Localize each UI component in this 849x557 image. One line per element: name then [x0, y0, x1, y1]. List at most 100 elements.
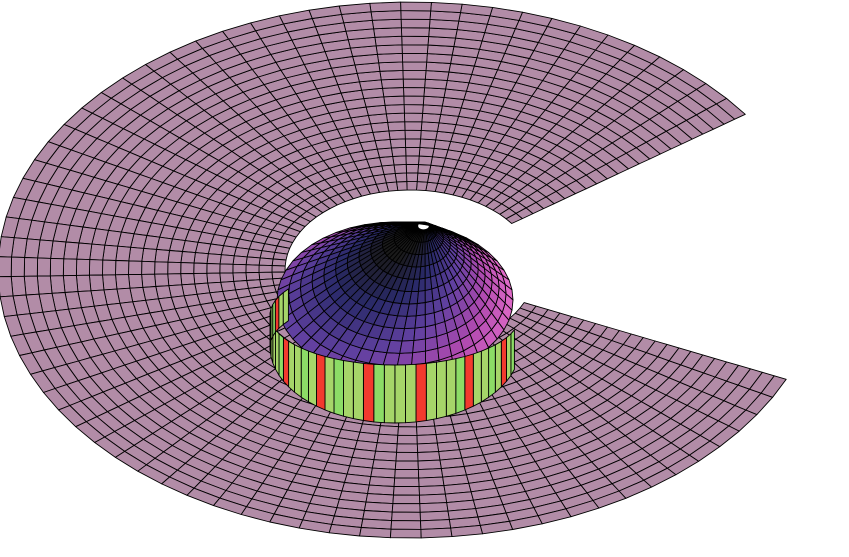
mesh-cell-annulus — [403, 95, 425, 106]
mesh-cell-annulus — [406, 181, 418, 191]
mesh-cell-annulus — [417, 451, 441, 462]
mesh-cell-annulus — [394, 460, 419, 471]
mesh-cell-annulus — [404, 138, 422, 148]
mesh-cell-annulus — [760, 375, 787, 398]
mesh-cell-band — [282, 288, 289, 325]
mesh-cell-annulus — [391, 511, 421, 522]
mesh-cell-band — [494, 340, 502, 393]
mesh-cell-annulus — [180, 251, 196, 264]
mesh-cell-annulus — [23, 257, 39, 277]
mesh-cell-band — [288, 340, 295, 393]
mesh-cell-annulus — [88, 259, 104, 276]
mesh-cell-annulus — [395, 451, 419, 462]
mesh-cell-annulus — [420, 121, 440, 132]
mesh-cell-annulus — [271, 258, 287, 267]
mesh-cell-annulus — [389, 138, 407, 149]
mesh-cell-bowl — [404, 315, 417, 330]
mesh-cell-annulus — [417, 164, 432, 175]
mesh-cell-band — [445, 358, 457, 417]
mesh-cell-annulus — [180, 262, 195, 275]
mesh-cell-annulus — [420, 527, 453, 539]
mesh-cell-bowl — [420, 253, 426, 268]
mesh-cell-band — [415, 362, 427, 423]
mesh-cell-annulus — [375, 442, 398, 453]
mesh-cell-annulus — [88, 274, 105, 292]
mesh-cell-annulus — [419, 493, 448, 505]
mesh-cell-annulus — [102, 244, 119, 261]
mesh-cell-band — [425, 361, 437, 422]
mesh-cell-annulus — [375, 44, 403, 55]
mesh-cell-annulus — [383, 95, 405, 106]
mesh-cell-annulus — [167, 261, 182, 275]
mesh-cell-annulus — [193, 262, 208, 274]
mesh-cell-annulus — [141, 247, 157, 263]
mesh-cell-annulus — [378, 425, 399, 436]
mesh-cell-annulus — [397, 426, 418, 436]
mesh-cell-annulus — [406, 172, 419, 183]
mesh-cell-annulus — [245, 256, 261, 266]
mesh-cell-annulus — [389, 528, 422, 539]
mesh-cell-annulus — [128, 273, 144, 289]
mesh-cell-annulus — [417, 459, 442, 471]
mesh-cell-annulus — [167, 273, 183, 287]
mesh-cell-annulus — [206, 253, 222, 265]
mesh-cell-annulus — [0, 256, 12, 278]
mesh-cell-annulus — [36, 257, 52, 277]
mesh-cell-annulus — [219, 272, 235, 283]
mesh-cell-band — [316, 353, 326, 411]
mesh-cell-annulus — [115, 274, 131, 290]
mesh-cell-annulus — [49, 257, 65, 277]
mesh-cell-annulus — [219, 263, 234, 274]
mesh-cell-annulus — [401, 44, 429, 55]
mesh-cell-bowl — [424, 312, 436, 328]
mesh-cell-band — [333, 358, 344, 417]
mesh-cell-annulus — [394, 468, 420, 479]
mesh-cell-annulus — [418, 146, 435, 158]
mesh-cell-bowl — [428, 225, 437, 234]
mesh-cell-annulus — [373, 27, 403, 38]
mesh-cell-band — [274, 295, 280, 333]
mesh-cell-bowl — [412, 338, 426, 354]
mesh-cell-annulus — [418, 485, 446, 496]
mesh-cell-annulus — [422, 104, 443, 115]
mesh-cell-bowl — [416, 289, 426, 304]
mesh-cell-annulus — [75, 258, 91, 276]
mesh-cell-annulus — [154, 261, 169, 275]
mesh-cell-annulus — [400, 18, 431, 29]
mesh-cell-annulus — [102, 259, 117, 276]
mesh-cell-annulus — [400, 27, 430, 37]
mesh-cell-annulus — [385, 112, 406, 123]
mesh-cell-annulus — [403, 87, 426, 97]
mesh-cell-annulus — [271, 265, 286, 273]
mesh-cell-annulus — [396, 443, 419, 453]
mesh-cell-annulus — [167, 250, 183, 264]
mesh-cell-band — [294, 344, 302, 398]
mesh-cell-annulus — [369, 1, 402, 13]
mesh-cell-annulus — [400, 1, 432, 12]
mesh-cell-annulus — [75, 274, 92, 293]
mesh-cell-annulus — [418, 155, 433, 166]
mesh-cell-band — [278, 333, 284, 382]
mesh-cell-annulus — [404, 121, 423, 131]
mesh-cell-annulus — [374, 35, 403, 47]
mesh-cell-annulus — [393, 477, 420, 488]
mesh-cell-band — [308, 350, 317, 407]
mesh-cell-band — [362, 362, 375, 423]
mesh-cell-annulus — [376, 433, 399, 445]
mesh-cell-annulus — [402, 61, 428, 72]
mesh-cell-annulus — [0, 276, 14, 298]
mesh-cell-annulus — [394, 172, 408, 183]
mesh-cell-annulus — [219, 254, 235, 265]
mesh-cell-annulus — [245, 271, 261, 281]
mesh-cell-annulus — [396, 181, 408, 191]
mesh-cell-annulus — [49, 275, 66, 294]
mesh-cell-annulus — [10, 275, 27, 297]
mesh-cell-annulus — [404, 129, 422, 140]
mesh-cell-annulus — [206, 272, 222, 284]
mesh-cell-annulus — [23, 275, 40, 296]
mesh-cell-bowl — [419, 265, 426, 280]
cylinder-band-surface — [269, 288, 515, 424]
mesh-cell-annulus — [180, 273, 196, 286]
mesh-cell-annulus — [392, 155, 407, 166]
mesh-cell-annulus — [154, 273, 170, 287]
